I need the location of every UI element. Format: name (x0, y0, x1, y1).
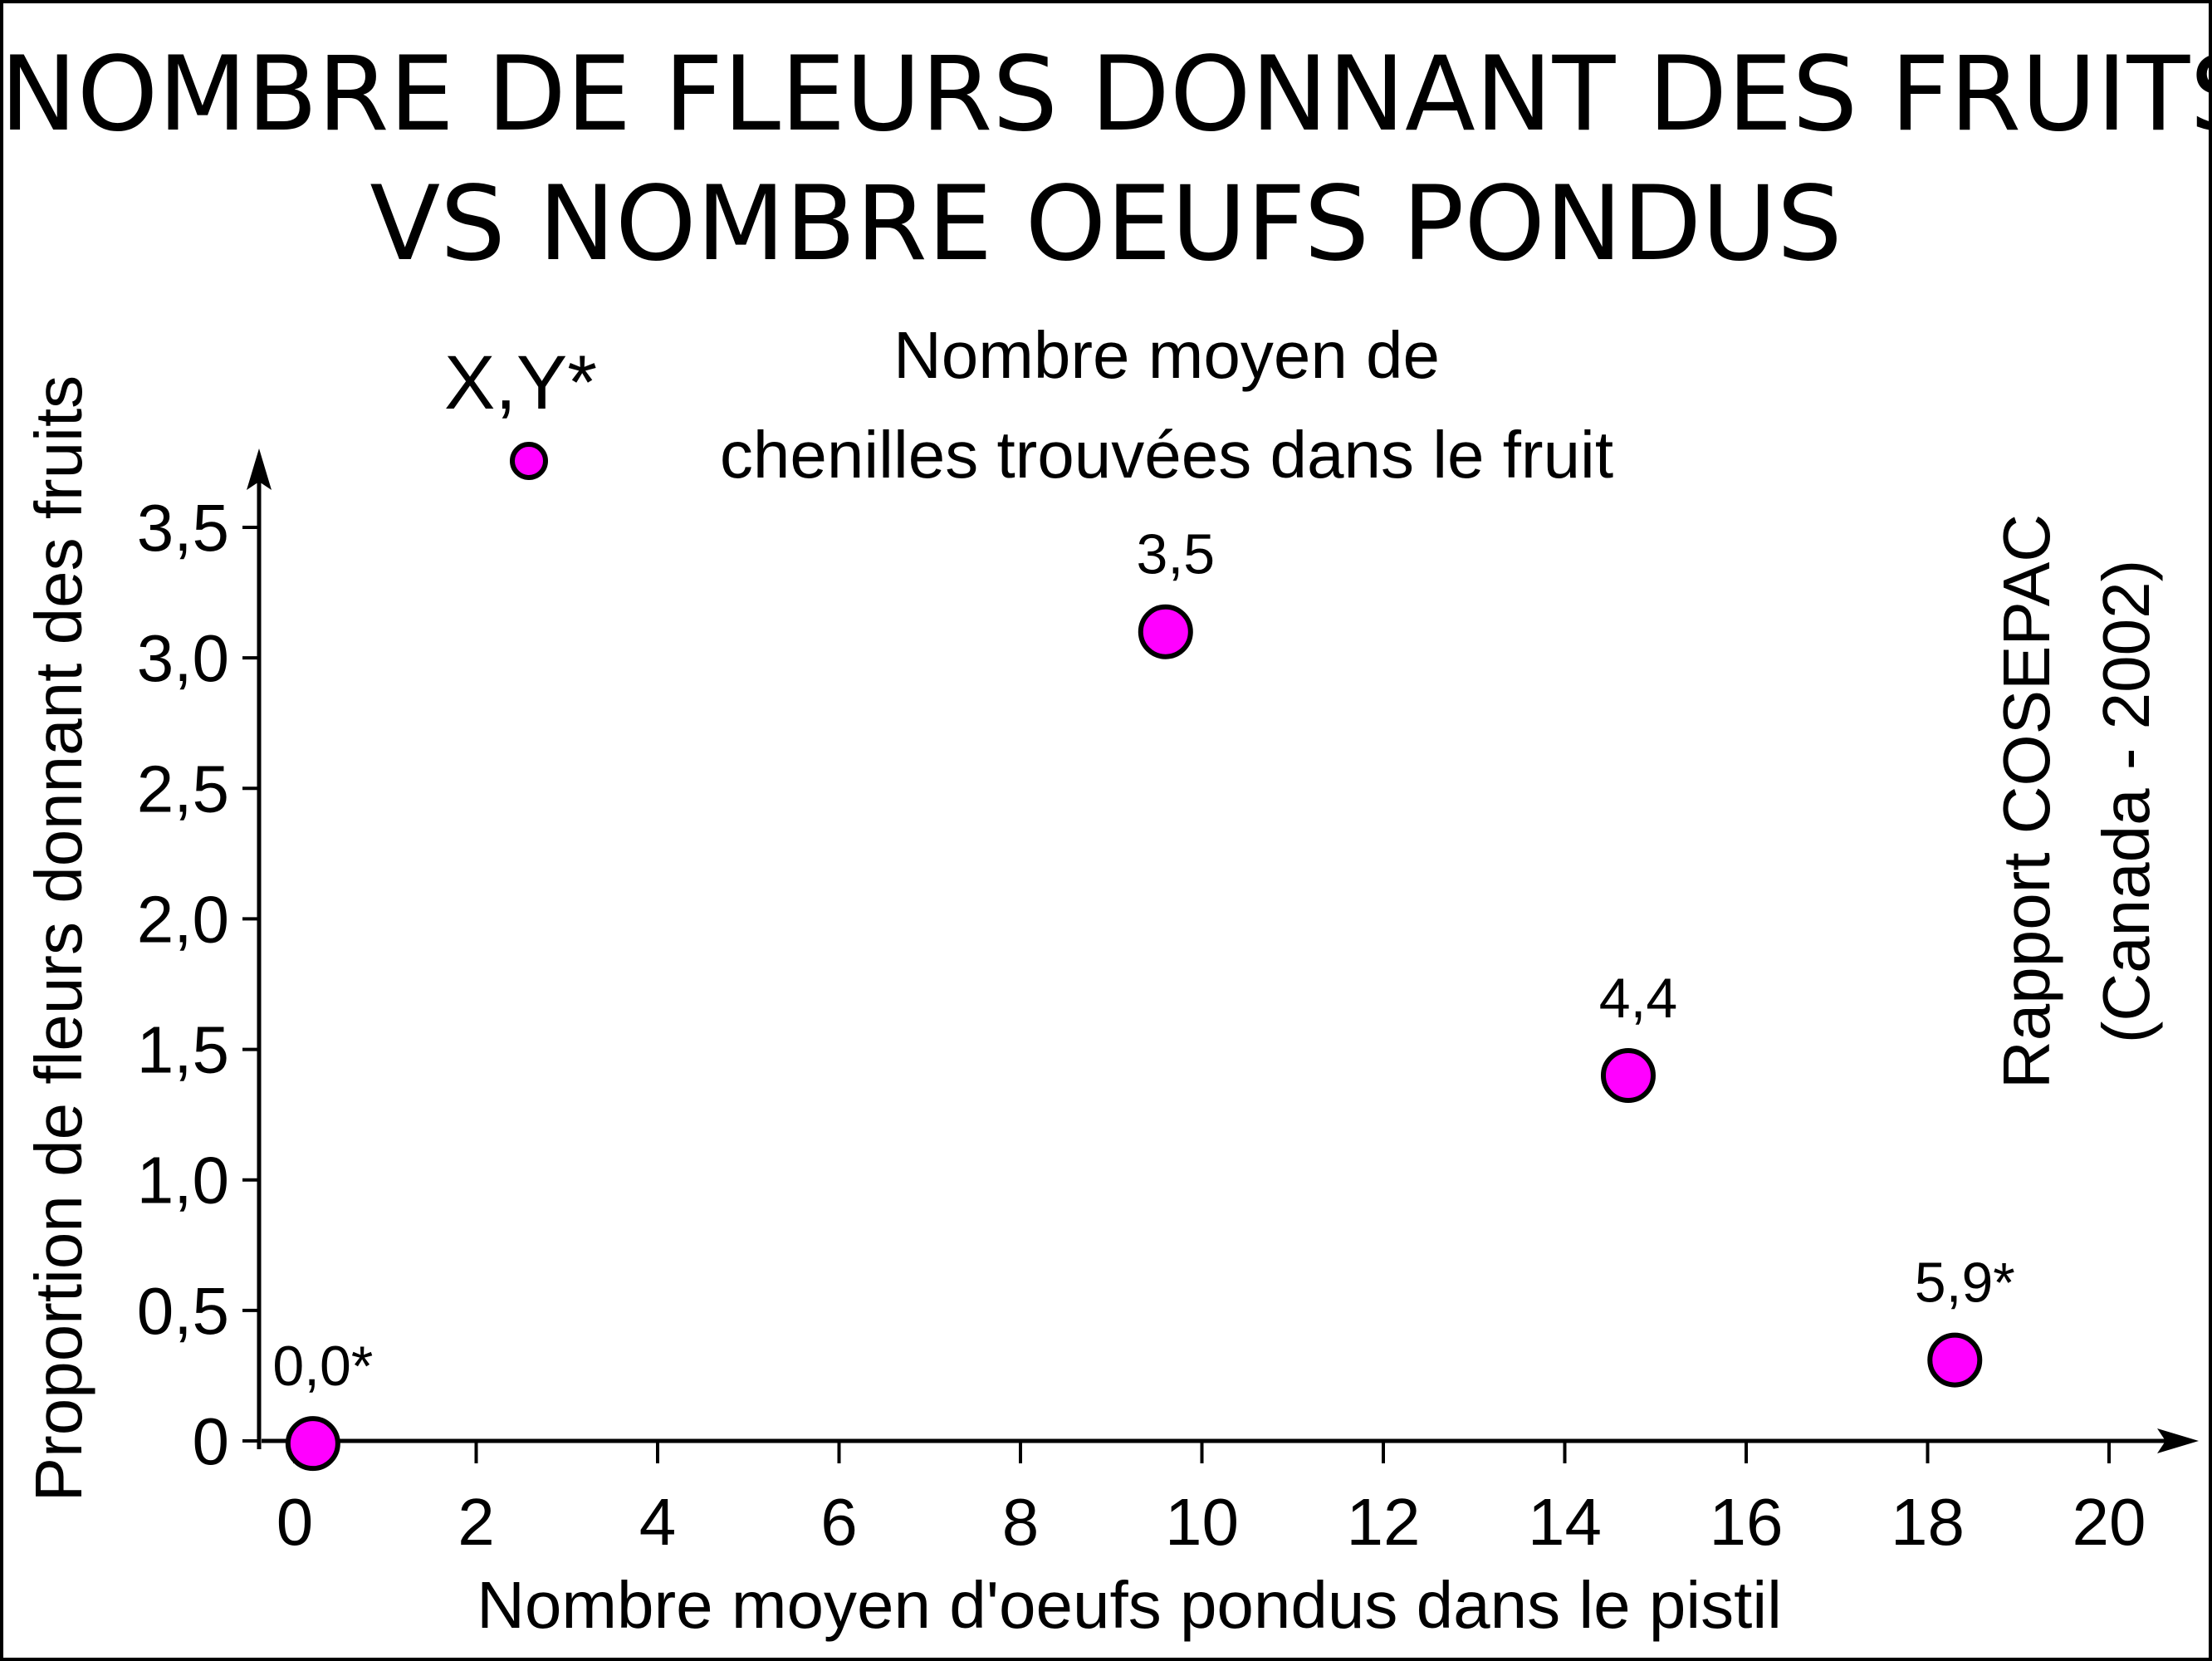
legend-symbol-label: X,Y* (444, 341, 597, 425)
legend-description-line-2: chenilles trouvées dans le fruit (720, 418, 1613, 492)
x-tick-label: 2 (458, 1485, 495, 1559)
x-tick-label: 0 (276, 1485, 314, 1559)
source-note-line-2: (Canada - 2002) (2089, 560, 2163, 1044)
y-tick-label: 3,0 (137, 621, 229, 695)
x-tick-label: 12 (1347, 1485, 1421, 1559)
x-tick-label: 8 (1002, 1485, 1040, 1559)
data-point (1927, 1332, 1983, 1388)
x-axis-arrow (2157, 1428, 2199, 1453)
data-point (1138, 604, 1193, 659)
y-axis-arrow (247, 448, 272, 490)
y-tick-label: 2,5 (137, 752, 229, 826)
data-point (285, 1416, 340, 1472)
data-point-label: 4,4 (1599, 967, 1678, 1030)
data-point-label: 3,5 (1137, 523, 1216, 586)
data-point-label: 5,9* (1915, 1252, 2015, 1315)
axis-ticks: 0 2 4 6 8 10 12 14 16 18 20 0 0,5 1,0 1,5 2,0 2,5 3,0 3,5 (137, 491, 2146, 1559)
data-point (1600, 1048, 1656, 1103)
x-tick-label: 10 (1165, 1485, 1239, 1559)
y-tick-label: 1,0 (137, 1144, 229, 1218)
chart-title-line-2: VS NOMBRE OEUFS PONDUS (369, 164, 1843, 284)
y-tick-label: 0 (193, 1404, 230, 1478)
legend-description-line-1: Nombre moyen de (893, 318, 1440, 392)
y-tick-label: 3,5 (137, 491, 229, 565)
y-axis-label: Proportion de fleurs donnant des fruits (22, 375, 95, 1502)
x-tick-label: 4 (639, 1485, 677, 1559)
y-tick-label: 2,0 (137, 882, 229, 956)
legend-marker (510, 442, 548, 480)
y-tick-label: 0,5 (137, 1274, 229, 1348)
data-points: 0,0* 3,5 4,4 5,9* (272, 523, 2015, 1472)
data-point-label: 0,0* (272, 1335, 373, 1398)
x-tick-label: 6 (820, 1485, 858, 1559)
x-tick-label: 14 (1528, 1485, 1602, 1559)
y-tick-label: 1,5 (137, 1013, 229, 1087)
x-tick-label: 16 (1710, 1485, 1784, 1559)
x-tick-label: 18 (1891, 1485, 1965, 1559)
x-axis-label: Nombre moyen d'oeufs pondus dans le pist… (477, 1568, 1782, 1642)
x-tick-label: 20 (2073, 1485, 2146, 1559)
chart-title-line-1: NOMBRE DE FLEURS DONNANT DES FRUITS (0, 35, 2212, 154)
source-note-line-1: Rapport COSEPAC (1989, 514, 2063, 1089)
axes (247, 448, 2199, 1453)
